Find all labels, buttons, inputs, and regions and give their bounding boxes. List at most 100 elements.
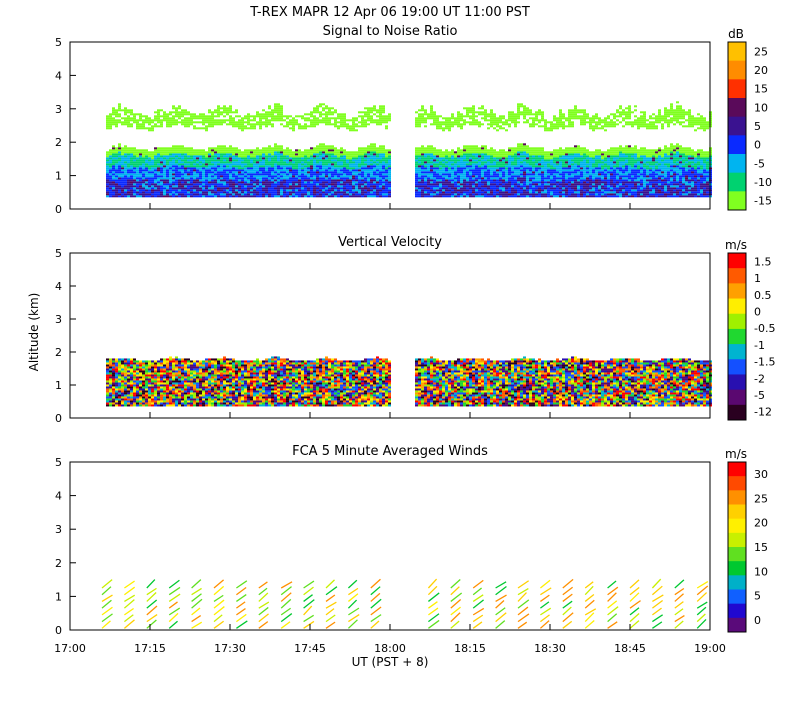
data-cell xyxy=(604,181,607,183)
data-cell xyxy=(265,119,268,121)
data-cell xyxy=(148,175,151,177)
data-cell xyxy=(457,171,460,173)
data-cell xyxy=(241,187,244,189)
data-cell xyxy=(142,195,145,197)
data-cell xyxy=(181,157,184,159)
data-cell xyxy=(304,153,307,155)
data-cell xyxy=(316,105,319,107)
data-cell xyxy=(295,159,298,161)
data-cell xyxy=(238,173,241,175)
data-cell xyxy=(586,193,589,195)
data-cell xyxy=(442,175,445,177)
data-cell xyxy=(211,193,214,195)
data-cell xyxy=(214,179,217,181)
data-cell xyxy=(355,169,358,171)
data-cell xyxy=(115,115,118,117)
data-cell xyxy=(421,113,424,115)
data-cell xyxy=(199,155,202,157)
data-cell xyxy=(580,171,583,173)
data-cell xyxy=(244,151,247,153)
data-cell xyxy=(298,195,301,197)
data-cell xyxy=(157,173,160,175)
data-cell xyxy=(517,193,520,195)
data-cell xyxy=(301,115,304,117)
data-cell xyxy=(421,105,424,107)
data-cell xyxy=(346,193,349,195)
data-cell xyxy=(244,187,247,189)
data-cell xyxy=(259,177,262,179)
data-cell xyxy=(553,161,556,163)
data-cell xyxy=(331,175,334,177)
data-cell xyxy=(142,187,145,189)
data-cell xyxy=(562,117,565,119)
data-cell xyxy=(469,169,472,171)
data-cell xyxy=(604,167,607,169)
data-cell xyxy=(460,119,463,121)
data-cell xyxy=(202,169,205,171)
data-cell xyxy=(208,121,211,123)
data-cell xyxy=(211,191,214,193)
data-cell xyxy=(595,123,598,125)
data-cell xyxy=(106,195,109,197)
data-cell xyxy=(508,175,511,177)
data-cell xyxy=(301,177,304,179)
data-cell xyxy=(325,105,328,107)
data-cell xyxy=(220,121,223,123)
data-cell xyxy=(370,193,373,195)
data-cell xyxy=(535,189,538,191)
data-cell xyxy=(574,173,577,175)
data-cell xyxy=(283,179,286,181)
data-cell xyxy=(316,111,319,113)
data-cell xyxy=(352,163,355,165)
data-cell xyxy=(526,161,529,163)
data-cell xyxy=(211,195,214,197)
data-cell xyxy=(514,181,517,183)
data-cell xyxy=(385,167,388,169)
data-cell xyxy=(370,175,373,177)
data-cell xyxy=(607,171,610,173)
data-cell xyxy=(478,171,481,173)
data-cell xyxy=(565,195,568,197)
data-cell xyxy=(370,195,373,197)
data-cell xyxy=(472,155,475,157)
data-cell xyxy=(562,183,565,185)
data-cell xyxy=(310,119,313,121)
data-cell xyxy=(574,159,577,161)
data-cell xyxy=(514,115,517,117)
data-cell xyxy=(127,119,130,121)
data-cell xyxy=(307,153,310,155)
data-cell xyxy=(157,125,160,127)
data-cell xyxy=(163,155,166,157)
data-cell xyxy=(472,117,475,119)
data-cell xyxy=(376,123,379,125)
data-cell xyxy=(490,193,493,195)
data-cell xyxy=(346,177,349,179)
data-cell xyxy=(568,153,571,155)
data-cell xyxy=(337,173,340,175)
data-cell xyxy=(178,191,181,193)
data-cell xyxy=(358,185,361,187)
data-cell xyxy=(526,153,529,155)
data-cell xyxy=(139,165,142,167)
data-cell xyxy=(481,189,484,191)
data-cell xyxy=(331,173,334,175)
data-cell xyxy=(136,157,139,159)
data-cell xyxy=(112,159,115,161)
data-cell xyxy=(475,169,478,171)
data-cell xyxy=(547,191,550,193)
data-cell xyxy=(550,161,553,163)
data-cell xyxy=(304,157,307,159)
data-cell xyxy=(259,119,262,121)
data-cell xyxy=(463,151,466,153)
data-cell xyxy=(262,183,265,185)
data-cell xyxy=(361,189,364,191)
data-cell xyxy=(535,165,538,167)
data-cell xyxy=(529,147,532,149)
data-cell xyxy=(592,163,595,165)
data-cell xyxy=(304,195,307,197)
data-cell xyxy=(532,187,535,189)
data-cell xyxy=(115,123,118,125)
data-cell xyxy=(106,167,109,169)
data-cell xyxy=(364,169,367,171)
data-cell xyxy=(259,169,262,171)
